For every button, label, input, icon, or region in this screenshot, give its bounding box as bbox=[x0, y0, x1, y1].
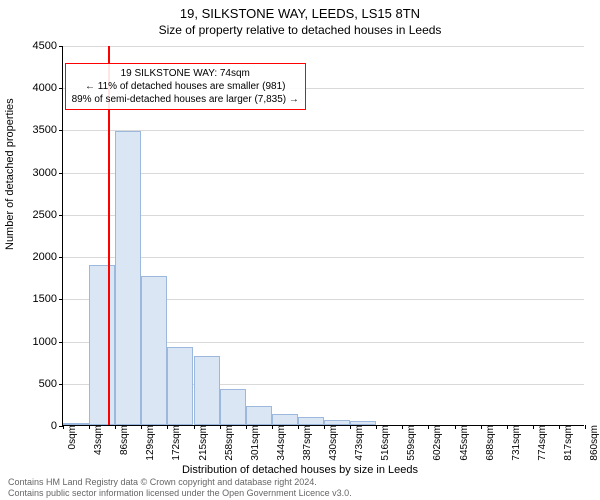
xtick-label: 473sqm bbox=[348, 425, 365, 461]
annotation-line: 19 SILKSTONE WAY: 74sqm bbox=[72, 67, 299, 80]
ytick-label: 3000 bbox=[33, 167, 63, 179]
ytick-label: 1000 bbox=[33, 336, 63, 348]
xtick-label: 0sqm bbox=[61, 425, 78, 449]
histogram-bar bbox=[89, 265, 115, 425]
xtick-label: 215sqm bbox=[192, 425, 209, 461]
x-axis-label: Distribution of detached houses by size … bbox=[0, 464, 600, 476]
xtick-label: 344sqm bbox=[270, 425, 287, 461]
chart-title-main: 19, SILKSTONE WAY, LEEDS, LS15 8TN bbox=[0, 0, 600, 21]
plot-area: 0500100015002000250030003500400045000sqm… bbox=[62, 46, 584, 426]
xtick-label: 817sqm bbox=[557, 425, 574, 461]
ytick-label: 3500 bbox=[33, 124, 63, 136]
xtick-label: 430sqm bbox=[322, 425, 339, 461]
annotation-line: 89% of semi-detached houses are larger (… bbox=[72, 93, 299, 106]
xtick-label: 860sqm bbox=[583, 425, 600, 461]
annotation-line: ← 11% of detached houses are smaller (98… bbox=[72, 80, 299, 93]
histogram-bar bbox=[141, 276, 167, 425]
chart-title-sub: Size of property relative to detached ho… bbox=[0, 21, 600, 37]
histogram-bar bbox=[220, 389, 246, 425]
ytick-label: 4500 bbox=[33, 40, 63, 52]
ytick-label: 4000 bbox=[33, 82, 63, 94]
histogram-bar bbox=[167, 347, 193, 425]
xtick-label: 645sqm bbox=[453, 425, 470, 461]
xtick-label: 731sqm bbox=[505, 425, 522, 461]
footer-line-1: Contains HM Land Registry data © Crown c… bbox=[8, 477, 352, 487]
footer-line-2: Contains public sector information licen… bbox=[8, 488, 352, 498]
histogram-bar bbox=[272, 414, 298, 425]
xtick-label: 86sqm bbox=[113, 425, 130, 455]
xtick-label: 301sqm bbox=[244, 425, 261, 461]
histogram-bar bbox=[350, 421, 376, 425]
histogram-bar bbox=[246, 406, 272, 425]
xtick-label: 258sqm bbox=[218, 425, 235, 461]
histogram-bar bbox=[63, 423, 89, 425]
annotation-box: 19 SILKSTONE WAY: 74sqm← 11% of detached… bbox=[65, 63, 306, 110]
xtick-label: 43sqm bbox=[87, 425, 104, 455]
xtick-label: 602sqm bbox=[426, 425, 443, 461]
footer-attribution: Contains HM Land Registry data © Crown c… bbox=[8, 477, 352, 498]
ytick-label: 2500 bbox=[33, 209, 63, 221]
xtick-label: 387sqm bbox=[296, 425, 313, 461]
xtick-label: 559sqm bbox=[400, 425, 417, 461]
xtick-label: 172sqm bbox=[165, 425, 182, 461]
ytick-label: 500 bbox=[39, 378, 63, 390]
histogram-bar bbox=[324, 420, 350, 425]
xtick-label: 516sqm bbox=[374, 425, 391, 461]
chart-area: 0500100015002000250030003500400045000sqm… bbox=[62, 46, 584, 426]
xtick-label: 774sqm bbox=[531, 425, 548, 461]
ytick-label: 2000 bbox=[33, 251, 63, 263]
gridline bbox=[63, 46, 584, 47]
xtick-label: 688sqm bbox=[479, 425, 496, 461]
histogram-bar bbox=[194, 356, 220, 425]
y-axis-label: Number of detached properties bbox=[4, 98, 16, 250]
ytick-label: 1500 bbox=[33, 293, 63, 305]
histogram-bar bbox=[298, 417, 324, 425]
histogram-bar bbox=[115, 131, 141, 425]
xtick-label: 129sqm bbox=[139, 425, 156, 461]
